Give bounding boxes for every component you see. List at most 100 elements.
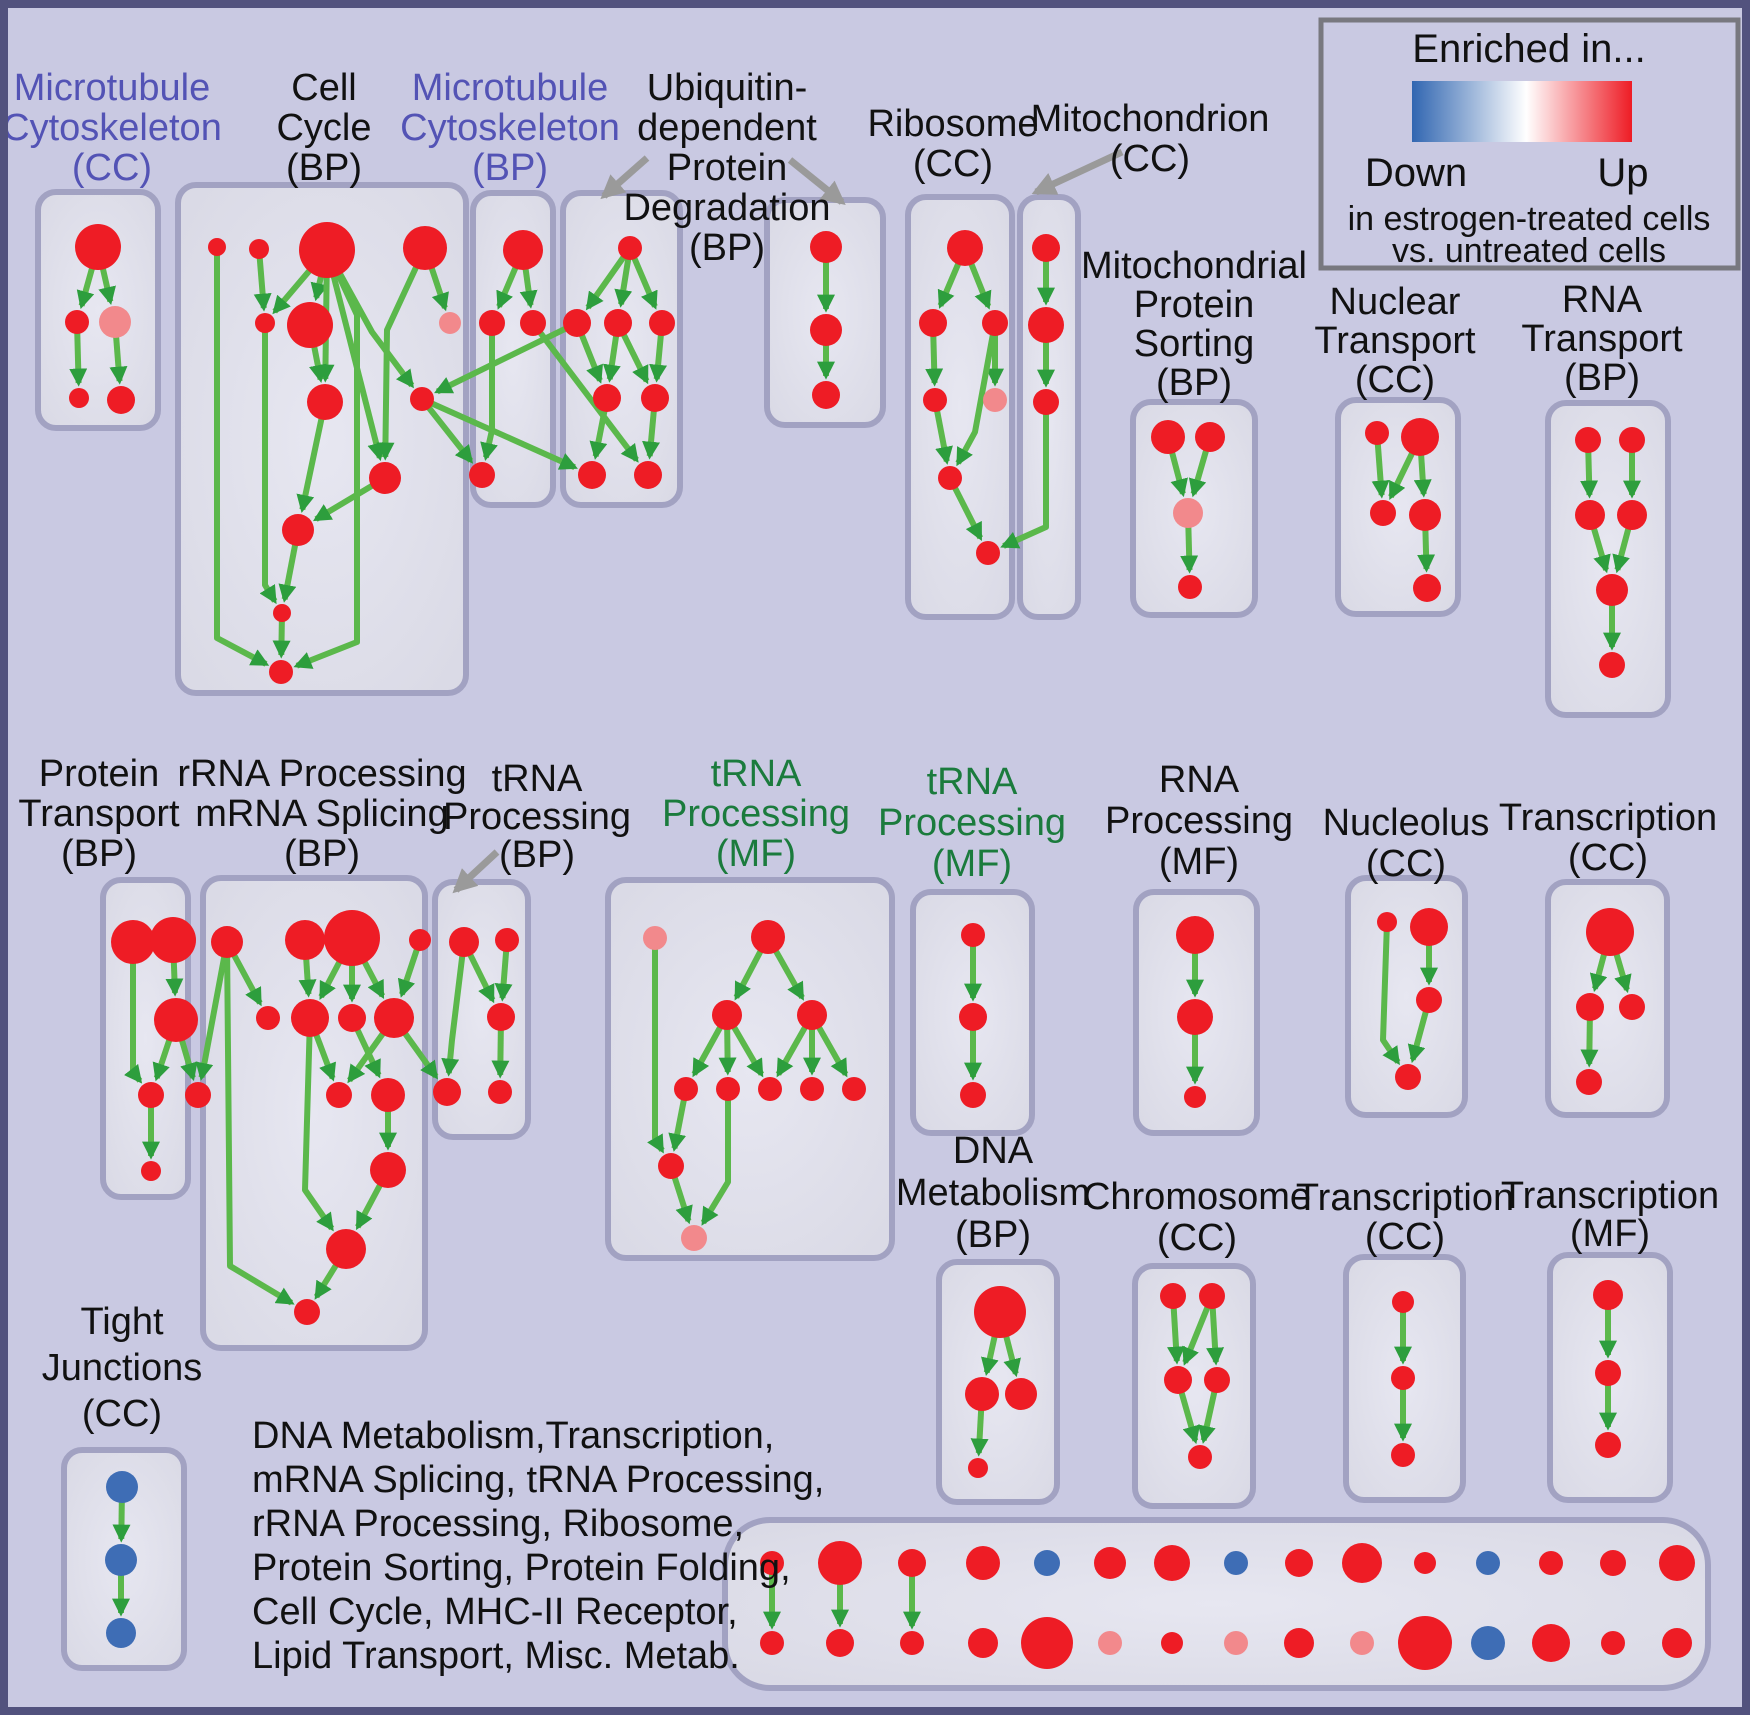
- edge-h2-h3: [1182, 1305, 1211, 1366]
- edge-k1-k2: [1589, 952, 1608, 993]
- label-misc-clusters: DNA Metabolism,Transcription, mRNA Splici…: [252, 1415, 824, 1677]
- go-term-node-e2: [285, 920, 325, 960]
- go-term-node-bt11: [1476, 1551, 1500, 1575]
- go-term-node-bt6: [1154, 1545, 1190, 1581]
- label-trna-bp: tRNA Processing (BP): [443, 758, 631, 876]
- edge-q1-q3: [1580, 450, 1599, 499]
- edge-r2-r4: [925, 334, 944, 387]
- box-nuclear-transport: [1335, 397, 1461, 617]
- go-term-node-d2: [965, 1377, 999, 1411]
- go-term-node-h1: [1160, 1283, 1186, 1309]
- go-term-node-bb7: [1224, 1631, 1248, 1655]
- edge-p1-p4: [123, 962, 143, 1084]
- go-term-node-k3: [1619, 994, 1645, 1020]
- edge-n2-n3: [1388, 450, 1416, 501]
- edge-w1-w3: [467, 952, 496, 1004]
- go-term-node-r7: [976, 541, 1000, 565]
- label-transcription-mf: Transcription (MF): [1501, 1175, 1719, 1255]
- edge-p3-p5: [178, 1038, 198, 1082]
- go-term-node-bt0: [760, 1551, 784, 1575]
- go-term-node-x7: [758, 1077, 782, 1101]
- go-term-node-z2: [1177, 999, 1213, 1035]
- go-term-node-s3: [1173, 498, 1203, 528]
- edge-o3-o4: [1407, 1009, 1430, 1064]
- edge-x4-x7: [775, 1024, 809, 1078]
- go-term-node-e13: [294, 1299, 320, 1325]
- edge-k2-k4: [1580, 1018, 1599, 1068]
- go-term-node-e3: [324, 910, 380, 966]
- go-term-node-w2: [495, 928, 519, 952]
- go-term-node-c2: [249, 239, 269, 259]
- edge-a1-a2: [76, 266, 96, 310]
- edge-d1-d3: [1003, 1334, 1021, 1378]
- go-term-node-e4: [409, 929, 431, 951]
- label-transcription-cc-1: Transcription (CC): [1499, 797, 1717, 879]
- box-transcription-cc-1: [1545, 879, 1670, 1118]
- edge-e3-e8: [361, 959, 386, 1000]
- go-term-node-y2: [959, 1003, 987, 1031]
- go-term-node-v3: [812, 381, 840, 409]
- go-term-node-r6: [938, 466, 962, 490]
- go-term-node-p2: [150, 917, 196, 963]
- go-term-node-bt12: [1539, 1551, 1563, 1575]
- go-term-node-bt5: [1094, 1547, 1126, 1579]
- edge-t3-r7: [1000, 413, 1049, 549]
- go-term-node-u5: [593, 384, 621, 412]
- edge-a3-a5: [109, 335, 128, 385]
- legend-down-label: Down: [1365, 151, 1467, 195]
- edge-s3-s4: [1180, 525, 1199, 574]
- go-term-node-w3: [487, 1003, 515, 1031]
- edge-u2-u5: [578, 333, 603, 384]
- edge-c3-c5: [272, 267, 313, 315]
- go-term-node-m2: [479, 310, 505, 336]
- legend-subtitle-1: in estrogen-treated cells: [1348, 200, 1711, 238]
- go-term-node-r5: [983, 388, 1007, 412]
- label-trna-mf-2: tRNA Processing (MF): [878, 761, 1066, 885]
- go-term-node-z1: [1176, 916, 1214, 954]
- edge-c6-c9: [309, 345, 327, 383]
- go-term-node-c3: [299, 222, 355, 278]
- go-term-node-r3: [982, 310, 1008, 336]
- go-term-node-e12: [326, 1229, 366, 1269]
- box-misc: [722, 1517, 1711, 1691]
- go-term-node-e11: [370, 1152, 406, 1188]
- go-term-node-n5: [1413, 574, 1441, 602]
- edge-e8-w4: [402, 1030, 439, 1080]
- go-term-node-p6: [141, 1161, 161, 1181]
- edge-r1-r3: [968, 261, 992, 310]
- edge-e1-p5: [195, 955, 228, 1081]
- edge-e6-e9: [313, 1032, 337, 1082]
- go-term-node-u4: [649, 310, 675, 336]
- go-term-node-bb9: [1350, 1631, 1374, 1655]
- edge-x3-x6: [718, 1027, 737, 1076]
- go-term-node-h5: [1188, 1445, 1212, 1469]
- go-term-node-d3: [1005, 1378, 1037, 1410]
- label-mitochondrion: Mitochondrion (CC): [1031, 98, 1270, 180]
- edge-c8-u7: [429, 400, 578, 470]
- go-term-node-c6: [287, 302, 333, 348]
- go-term-node-bb1: [826, 1629, 854, 1657]
- edge-e2-e6: [298, 957, 317, 998]
- edge-c3-c13: [293, 272, 360, 669]
- label-nuclear-transport: Nuclear Transport (CC): [1314, 281, 1476, 401]
- edge-c3-c8: [336, 271, 415, 389]
- go-term-node-q1: [1575, 427, 1601, 453]
- label-microtubule-cc: Microtubule Cytoskeleton (CC): [2, 67, 222, 189]
- legend-box: [1318, 17, 1741, 271]
- go-term-node-e1: [211, 926, 243, 958]
- edge-r6-r7: [951, 485, 983, 542]
- edge-m1-m3: [519, 267, 538, 309]
- edge-h1-h3: [1167, 1306, 1185, 1365]
- go-term-node-d1: [974, 1286, 1026, 1338]
- edge-e8-e9: [347, 1030, 386, 1084]
- go-term-node-q2: [1619, 427, 1645, 453]
- go-term-node-q5: [1596, 574, 1628, 606]
- edge-x2-x4: [772, 948, 805, 1001]
- go-term-node-p4: [138, 1082, 164, 1108]
- go-term-node-bt8: [1285, 1549, 1313, 1577]
- go-term-node-k2: [1576, 993, 1604, 1021]
- go-term-node-o2: [1410, 908, 1448, 946]
- edge-c11-c12: [278, 543, 299, 603]
- edge-x1-x10: [647, 948, 665, 1154]
